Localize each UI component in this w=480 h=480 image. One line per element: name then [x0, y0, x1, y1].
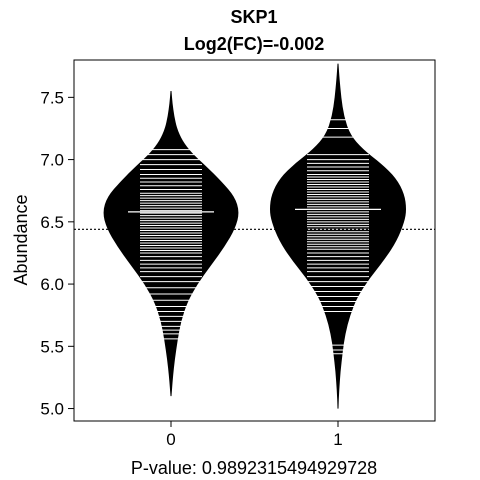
mean-lines	[74, 208, 435, 230]
plot-frame	[73, 59, 436, 422]
bean-1	[270, 63, 406, 409]
x-axis-label: P-value: 0.9892315494929728	[131, 458, 377, 478]
x-tick-label: 0	[166, 430, 175, 449]
y-tick-label: 6.5	[40, 213, 64, 232]
y-tick-label: 5.0	[40, 400, 64, 419]
chart-title: SKP1	[230, 7, 277, 27]
bean-group	[103, 63, 406, 409]
bean-0	[103, 91, 239, 397]
y-tick-label: 7.0	[40, 151, 64, 170]
y-tick-label: 5.5	[40, 337, 64, 356]
y-tick-label: 7.5	[40, 88, 64, 107]
y-axis: 5.0 5.5 6.0 6.5 7.0 7.5	[40, 88, 74, 419]
chart-subtitle: Log2(FC)=-0.002	[184, 34, 325, 54]
y-axis-label: Abundance	[11, 194, 31, 285]
x-tick-label: 1	[333, 430, 342, 449]
y-tick-label: 6.0	[40, 275, 64, 294]
